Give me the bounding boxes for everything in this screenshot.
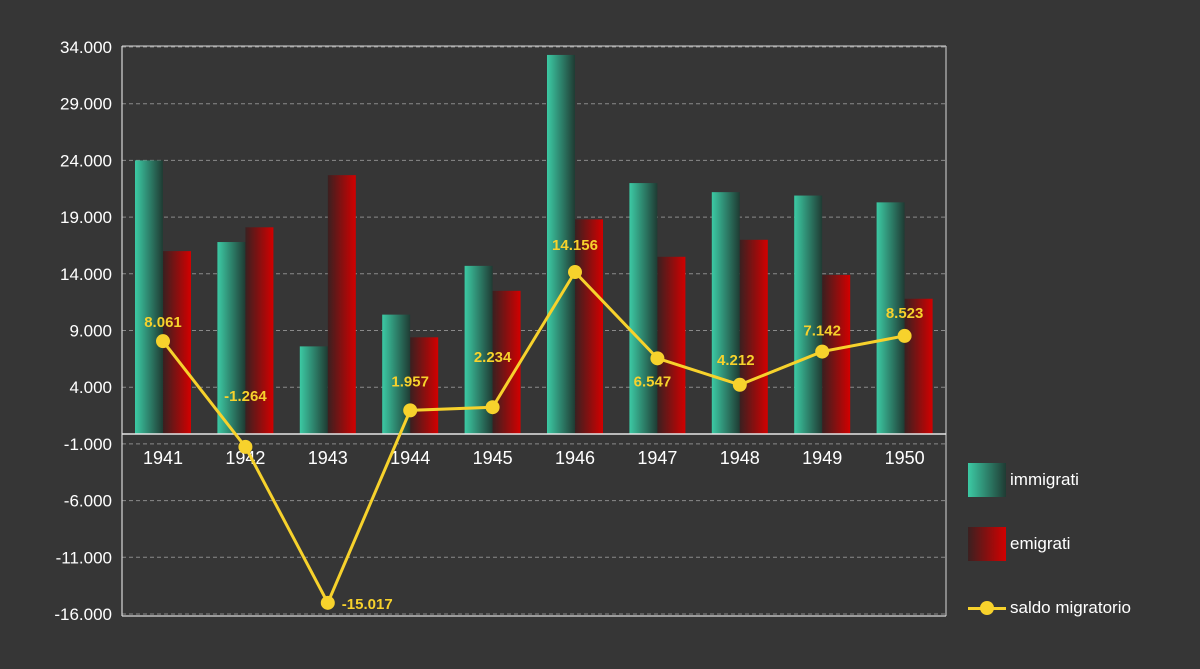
legend-item-emigrati: emigrati (968, 526, 1188, 562)
x-tick-label: 1945 (473, 448, 513, 468)
y-tick-label: -1.000 (64, 435, 112, 454)
y-tick-label: 9.000 (69, 322, 112, 341)
axes: 34.000 29.000 24.000 19.000 14.000 9.000 4.000… (54, 38, 947, 624)
y-tick-label: -6.000 (64, 492, 112, 511)
legend-swatch-saldo (968, 591, 1006, 625)
y-tick-label: 14.000 (60, 265, 112, 284)
data-labels: 8.061 -1.264 -15.017 1.957 2.234 14.156 6.547 4… (144, 237, 923, 613)
saldo-data-label: 4.212 (717, 352, 755, 369)
saldo-point (156, 334, 170, 349)
bar-immigrati (876, 202, 905, 434)
saldo-point (485, 400, 500, 415)
bar-immigrati (794, 195, 823, 434)
bar-emigrati (575, 219, 603, 434)
saldo-line (156, 265, 912, 610)
bar-immigrati (299, 346, 328, 434)
x-tick-label: 1941 (143, 448, 183, 468)
y-tick-label: 19.000 (60, 208, 112, 227)
saldo-point (238, 439, 253, 454)
saldo-polyline (161, 269, 905, 607)
legend: immigrati emigrati saldo migratorio (968, 462, 1188, 654)
y-tick-label: 4.000 (69, 378, 112, 397)
bar-emigrati (245, 227, 274, 434)
legend-swatch-immigrati (968, 463, 1006, 497)
saldo-point (320, 595, 335, 610)
bar-emigrati (327, 175, 356, 434)
x-tick-label: 1946 (555, 448, 595, 468)
x-tick-label: 1949 (802, 448, 842, 468)
saldo-data-label: 6.547 (634, 373, 672, 390)
y-tick-label: 29.000 (60, 95, 112, 114)
saldo-data-label: 14.156 (552, 237, 598, 254)
saldo-data-label: 1.957 (391, 373, 429, 390)
bar-emigrati (657, 256, 686, 434)
saldo-point (897, 328, 912, 343)
legend-label-saldo: saldo migratorio (1010, 598, 1131, 617)
bar-immigrati (135, 160, 163, 434)
legend-item-immigrati: immigrati (968, 462, 1188, 498)
saldo-data-label: 8.061 (144, 314, 182, 331)
bar-immigrati (217, 242, 246, 434)
saldo-data-label: -15.017 (342, 596, 393, 613)
bar-immigrati (711, 192, 740, 434)
saldo-point (815, 344, 830, 359)
bar-immigrati (629, 183, 658, 434)
saldo-point (732, 377, 747, 392)
legend-label-emigrati: emigrati (1010, 534, 1071, 553)
saldo-point (568, 265, 582, 280)
saldo-point (650, 351, 665, 366)
y-tick-label: 24.000 (60, 151, 112, 170)
saldo-data-label: 2.234 (474, 349, 512, 366)
legend-label-immigrati: immigrati (1010, 470, 1079, 489)
y-tick-label: -16.000 (54, 605, 112, 624)
saldo-data-label: 7.142 (803, 323, 841, 340)
x-tick-label: 1943 (308, 448, 348, 468)
x-tick-label: 1944 (390, 448, 430, 468)
x-tick-label: 1947 (637, 448, 677, 468)
saldo-point (403, 403, 418, 418)
legend-swatch-emigrati (968, 527, 1006, 561)
bars (135, 54, 933, 435)
saldo-data-label: -1.264 (224, 388, 267, 405)
x-tick-label: 1950 (885, 448, 925, 468)
legend-item-saldo: saldo migratorio (968, 590, 1188, 626)
y-tick-label: 34.000 (60, 38, 112, 57)
x-tick-label: 1948 (720, 448, 760, 468)
bar-immigrati (547, 54, 575, 435)
y-tick-label: -11.000 (56, 548, 112, 567)
bar-emigrati (410, 337, 439, 434)
saldo-data-label: 8.523 (886, 305, 924, 322)
bar-emigrati (739, 239, 768, 434)
bar-emigrati (904, 298, 933, 434)
